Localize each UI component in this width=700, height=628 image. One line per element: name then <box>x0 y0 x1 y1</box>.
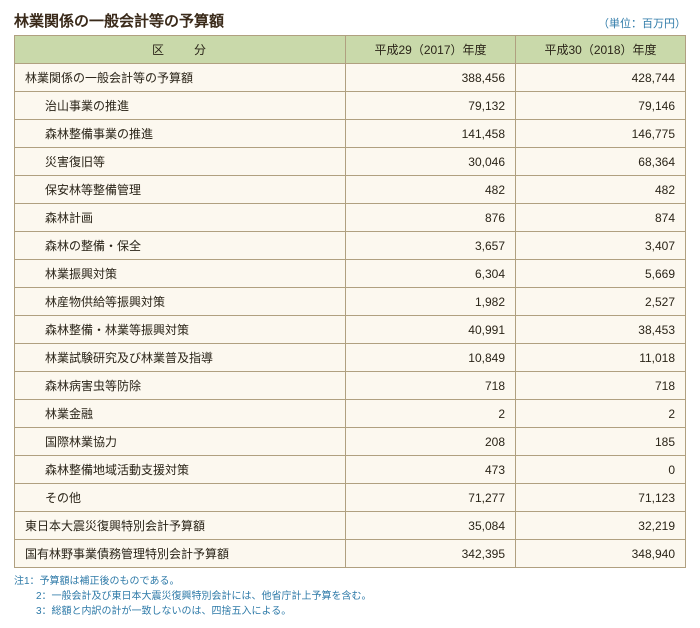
col-year2: 平成30（2018）年度 <box>516 36 686 64</box>
row-label: 森林計画 <box>15 204 346 232</box>
row-value-year1: 79,132 <box>346 92 516 120</box>
note-line: 注1：予算額は補正後のものである。 <box>14 574 686 589</box>
row-value-year2: 146,775 <box>516 120 686 148</box>
row-value-year1: 40,991 <box>346 316 516 344</box>
row-label: 森林の整備・保全 <box>15 232 346 260</box>
page-title: 林業関係の一般会計等の予算額 <box>14 10 224 31</box>
row-label: 林業振興対策 <box>15 260 346 288</box>
table-row: 森林整備事業の推進141,458146,775 <box>15 120 686 148</box>
row-label: 災害復旧等 <box>15 148 346 176</box>
row-value-year1: 876 <box>346 204 516 232</box>
row-value-year2: 428,744 <box>516 64 686 92</box>
row-label: 林業試験研究及び林業普及指導 <box>15 344 346 372</box>
row-value-year1: 10,849 <box>346 344 516 372</box>
row-value-year1: 482 <box>346 176 516 204</box>
table-row: その他71,27771,123 <box>15 484 686 512</box>
budget-table: 区 分 平成29（2017）年度 平成30（2018）年度 林業関係の一般会計等… <box>14 35 686 568</box>
table-row: 保安林等整備管理482482 <box>15 176 686 204</box>
row-value-year1: 473 <box>346 456 516 484</box>
row-value-year2: 482 <box>516 176 686 204</box>
row-label: 東日本大震災復興特別会計予算額 <box>15 512 346 540</box>
row-value-year2: 0 <box>516 456 686 484</box>
unit-label: （単位：百万円） <box>598 15 686 31</box>
row-value-year1: 6,304 <box>346 260 516 288</box>
row-value-year1: 342,395 <box>346 540 516 568</box>
row-value-year2: 38,453 <box>516 316 686 344</box>
row-value-year2: 718 <box>516 372 686 400</box>
row-label: 森林病害虫等防除 <box>15 372 346 400</box>
row-label: 国際林業協力 <box>15 428 346 456</box>
row-value-year2: 348,940 <box>516 540 686 568</box>
table-row: 森林整備・林業等振興対策40,99138,453 <box>15 316 686 344</box>
table-row: 林業試験研究及び林業普及指導10,84911,018 <box>15 344 686 372</box>
row-value-year2: 68,364 <box>516 148 686 176</box>
row-label: 国有林野事業債務管理特別会計予算額 <box>15 540 346 568</box>
row-value-year1: 2 <box>346 400 516 428</box>
table-header-row: 区 分 平成29（2017）年度 平成30（2018）年度 <box>15 36 686 64</box>
footnotes: 注1：予算額は補正後のものである。 2：一般会計及び東日本大震災復興特別会計には… <box>14 574 686 619</box>
table-row: 林業振興対策6,3045,669 <box>15 260 686 288</box>
table-row: 災害復旧等30,04668,364 <box>15 148 686 176</box>
row-value-year1: 35,084 <box>346 512 516 540</box>
row-value-year1: 141,458 <box>346 120 516 148</box>
col-year1: 平成29（2017）年度 <box>346 36 516 64</box>
table-row: 林業関係の一般会計等の予算額388,456428,744 <box>15 64 686 92</box>
row-label: 森林整備・林業等振興対策 <box>15 316 346 344</box>
table-row: 国際林業協力208185 <box>15 428 686 456</box>
row-value-year1: 30,046 <box>346 148 516 176</box>
row-label: 林産物供給等振興対策 <box>15 288 346 316</box>
table-row: 林業金融22 <box>15 400 686 428</box>
row-value-year1: 718 <box>346 372 516 400</box>
note-line: 3：総額と内訳の計が一致しないのは、四捨五入による。 <box>14 604 686 619</box>
row-label: 治山事業の推進 <box>15 92 346 120</box>
col-category: 区 分 <box>15 36 346 64</box>
row-value-year1: 1,982 <box>346 288 516 316</box>
note-line: 2：一般会計及び東日本大震災復興特別会計には、他省庁計上予算を含む。 <box>14 589 686 604</box>
row-label: 保安林等整備管理 <box>15 176 346 204</box>
row-label: その他 <box>15 484 346 512</box>
row-value-year2: 2,527 <box>516 288 686 316</box>
table-row: 林産物供給等振興対策1,9822,527 <box>15 288 686 316</box>
row-label: 林業金融 <box>15 400 346 428</box>
row-value-year1: 208 <box>346 428 516 456</box>
table-row: 森林の整備・保全3,6573,407 <box>15 232 686 260</box>
row-value-year1: 71,277 <box>346 484 516 512</box>
row-label: 森林整備地域活動支援対策 <box>15 456 346 484</box>
row-value-year1: 388,456 <box>346 64 516 92</box>
row-label: 森林整備事業の推進 <box>15 120 346 148</box>
table-row: 森林計画876874 <box>15 204 686 232</box>
row-value-year2: 32,219 <box>516 512 686 540</box>
row-value-year2: 2 <box>516 400 686 428</box>
row-value-year2: 3,407 <box>516 232 686 260</box>
row-label: 林業関係の一般会計等の予算額 <box>15 64 346 92</box>
table-row: 国有林野事業債務管理特別会計予算額342,395348,940 <box>15 540 686 568</box>
row-value-year2: 185 <box>516 428 686 456</box>
table-row: 治山事業の推進79,13279,146 <box>15 92 686 120</box>
row-value-year2: 79,146 <box>516 92 686 120</box>
table-row: 森林整備地域活動支援対策4730 <box>15 456 686 484</box>
row-value-year2: 11,018 <box>516 344 686 372</box>
row-value-year2: 71,123 <box>516 484 686 512</box>
table-row: 森林病害虫等防除718718 <box>15 372 686 400</box>
row-value-year1: 3,657 <box>346 232 516 260</box>
row-value-year2: 5,669 <box>516 260 686 288</box>
row-value-year2: 874 <box>516 204 686 232</box>
table-row: 東日本大震災復興特別会計予算額35,08432,219 <box>15 512 686 540</box>
